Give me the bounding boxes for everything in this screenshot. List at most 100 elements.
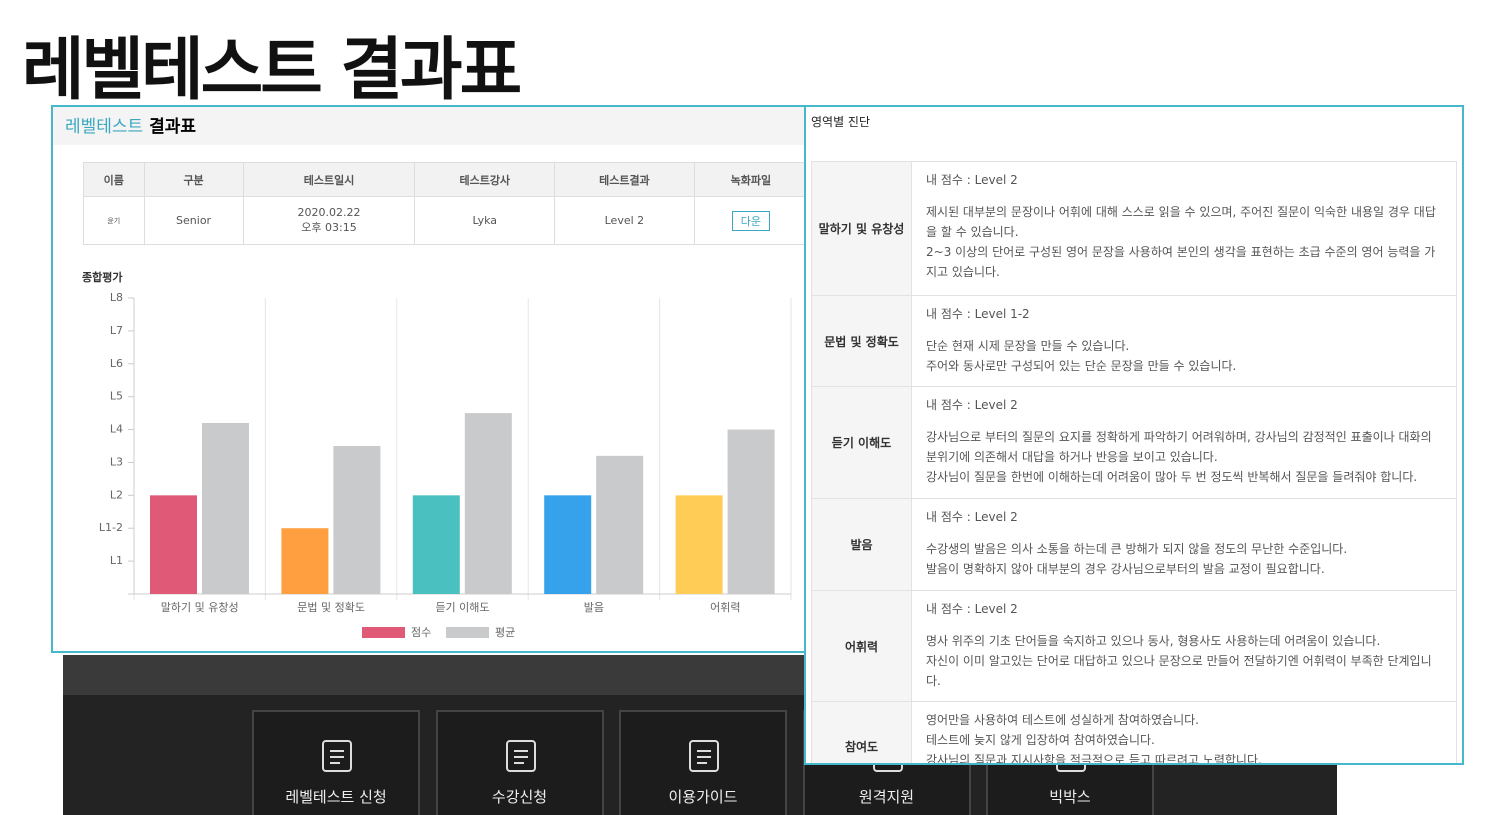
nav-item[interactable]: 레벨테스트 신청 (252, 710, 420, 815)
nav-item[interactable]: 수강신청 (435, 710, 604, 815)
page-title: 레벨테스트 결과표 (22, 31, 522, 110)
diagnosis-line: 명사 위주의 기초 단어들을 숙지하고 있으나 동사, 형용사도 사용하는데 어… (926, 634, 1381, 648)
date: 2020.02.22 (297, 206, 361, 219)
area: 문법 및 정확도 (811, 295, 912, 387)
diagnosis-panel: 영역별 진단 말하기 및 유창성 내 점수 : Level 2 제시된 대부분의 문… (804, 105, 1464, 765)
y-tick-label: L6 (110, 357, 123, 370)
bar (281, 528, 329, 594)
file: 다운 (693, 196, 804, 245)
y-tick-label: L1-2 (99, 521, 123, 534)
diagnosis-title: 영역별 진단 (811, 115, 871, 129)
y-tick-label: L5 (110, 390, 123, 403)
nav-label: 빅박스 (1049, 788, 1091, 806)
y-tick-label: L3 (110, 455, 123, 468)
diagnosis-line: 주어와 동사로만 구성되어 있는 단순 문장을 만들 수 있습니다. (926, 359, 1237, 373)
bar (412, 495, 460, 594)
diagnosis-line: 강사님이 질문을 한번에 이해하는데 어려움이 많아 두 번 정도씩 반복해서 … (926, 470, 1418, 484)
diagnosis-line: 영어만을 사용하여 테스트에 성실하게 참여하였습니다. (926, 713, 1199, 727)
bar (464, 413, 512, 594)
diagnosis-line: 자신이 이미 알고있는 단어로 대답하고 있으나 문장으로 만들어 전달하기엔 … (926, 654, 1432, 688)
area: 말하기 및 유창성 (811, 161, 912, 296)
nav-label: 이용가이드 (668, 788, 738, 806)
nav-icon (689, 740, 719, 772)
nav-icon (322, 740, 352, 772)
legend-swatch (362, 627, 405, 638)
name: 윤기 (83, 196, 145, 245)
diagnosis-row: 어휘력 내 점수 : Level 2 명사 위주의 기초 단어들을 숙지하고 있으나… (811, 590, 1457, 702)
area: 발음 (811, 498, 912, 591)
diagnosis-text: 내 점수 : Level 2 수강생의 발음은 의사 소통을 하는데 큰 방해가 … (911, 498, 1457, 591)
legend-label: 점수 (411, 626, 431, 639)
score: 내 점수 : Level 2 (926, 602, 1018, 616)
diagnosis-line: 2~3 이상의 단어로 구성된 영어 문장을 사용하여 본인의 생각을 표현하는… (926, 245, 1436, 279)
result-panel: 레벨테스트 결과표 이름 구분 테스트일시 테스트강사 테스트결과 녹화파일 윤기 Sen… (51, 105, 804, 653)
diagnosis-text: 내 점수 : Level 2 명사 위주의 기초 단어들을 숙지하고 있으나 동사… (911, 590, 1457, 702)
y-tick-label: L7 (110, 324, 123, 337)
bar (727, 429, 775, 594)
legend-swatch (446, 627, 489, 638)
header-row: 이름 구분 테스트일시 테스트강사 테스트결과 녹화파일 (83, 162, 804, 197)
x-tick-label: 말하기 및 유창성 (161, 600, 239, 614)
time: 오후 03:15 (301, 221, 357, 234)
bar (150, 495, 197, 594)
x-tick-label: 문법 및 정확도 (297, 601, 365, 614)
diagnosis-row: 참여도 영어만을 사용하여 테스트에 성실하게 참여하였습니다. 테스트에 늦지 않… (811, 701, 1457, 765)
diagnosis-text: 내 점수 : Level 2 제시된 대부분의 문장이나 어휘에 대해 스스로 읽… (911, 161, 1457, 296)
info-table: 이름 구분 테스트일시 테스트강사 테스트결과 녹화파일 윤기 Senior 2020.0… (83, 162, 804, 245)
x-tick-label: 듣기 이해도 (435, 600, 489, 614)
y-tick-label: L8 (110, 291, 123, 304)
nav-label: 수강신청 (491, 788, 548, 806)
header-cell: 구분 (143, 162, 244, 197)
score: 내 점수 : Level 2 (926, 510, 1018, 524)
chart: 종합평가 L1 L1-2 L2 L3 L4 L5 L6 L7 L8 말하기 및 유창성 문법 및 정… (82, 270, 792, 639)
score: 내 점수 : Level 2 (926, 398, 1018, 412)
diagnosis-line: 제시된 대부분의 문장이나 어휘에 대해 스스로 읽을 수 있으며, 주어진 질… (926, 205, 1436, 239)
download-button[interactable]: 다운 (731, 210, 770, 231)
bar (675, 495, 723, 594)
diagnosis-row: 말하기 및 유창성 내 점수 : Level 2 제시된 대부분의 문장이나 어휘에… (811, 161, 1457, 296)
area: 참여도 (811, 701, 912, 763)
header-cell: 테스트결과 (554, 162, 695, 197)
header-cell: 녹화파일 (693, 162, 804, 197)
y-tick-label: L4 (110, 423, 123, 436)
title-rest: 결과표 (149, 117, 197, 137)
area: 어휘력 (811, 590, 912, 702)
area: 듣기 이해도 (811, 386, 912, 499)
bar (596, 455, 644, 594)
diagnosis-line: 강사님으로 부터의 질문의 요지를 정확하게 파악하기 어려워하며, 강사님의 … (926, 430, 1432, 464)
diagnosis-text: 내 점수 : Level 2 강사님으로 부터의 질문의 요지를 정확하게 파악하… (911, 386, 1457, 499)
y-tick-label: L1 (110, 554, 123, 567)
header-cell: 테스트강사 (414, 162, 556, 197)
nav-item[interactable]: 이용가이드 (619, 710, 787, 815)
title-accent: 레벨테스트 (65, 117, 144, 137)
level: Senior (143, 196, 244, 245)
diagnosis-row: 문법 및 정확도 내 점수 : Level 1-2 단순 현재 시제 문장을 만들 … (811, 295, 1457, 387)
nav-label: 레벨테스트 신청 (285, 788, 387, 806)
header-cell: 테스트일시 (242, 162, 416, 197)
teacher: Lyka (414, 196, 556, 245)
diagnosis-line: 강사님의 질문과 지시사항을 적극적으로 듣고 따르려고 노력합니다. (926, 753, 1262, 765)
diagnosis-line: 수강생의 발음은 의사 소통을 하는데 큰 방해가 되지 않을 정도의 무난한 … (926, 542, 1348, 556)
score: 내 점수 : Level 2 (926, 173, 1018, 187)
x-tick-label: 어휘력 (710, 601, 740, 614)
result: Level 2 (554, 196, 695, 245)
bar (544, 495, 592, 594)
diagnosis-table: 말하기 및 유창성 내 점수 : Level 2 제시된 대부분의 문장이나 어휘에… (811, 161, 1457, 765)
diagnosis-line: 단순 현재 시제 문장을 만들 수 있습니다. (926, 339, 1130, 353)
diagnosis-line: 테스트에 늦지 않게 입장하여 참여하였습니다. (926, 733, 1155, 747)
diagnosis-text: 내 점수 : Level 1-2 단순 현재 시제 문장을 만들 수 있습니다. 주… (911, 295, 1457, 387)
nav-icon (505, 740, 536, 772)
diagnosis-row: 듣기 이해도 내 점수 : Level 2 강사님으로 부터의 질문의 요지를 정확… (811, 386, 1457, 499)
panel-header: 레벨테스트 결과표 (53, 107, 804, 145)
y-tick-label: L2 (110, 488, 123, 501)
diagnosis-row: 발음 내 점수 : Level 2 수강생의 발음은 의사 소통을 하는데 큰 방해… (811, 498, 1457, 591)
legend-label: 평균 (495, 626, 515, 639)
diagnosis-text: 영어만을 사용하여 테스트에 성실하게 참여하였습니다. 테스트에 늦지 않게 입… (911, 701, 1457, 765)
info-row: 윤기 Senior 2020.02.22 오후 03:15 Lyka Level … (83, 196, 804, 245)
diagnosis-line: 발음이 명확하지 않아 대부분의 경우 강사님으로부터의 발음 교정이 필요합니… (926, 562, 1325, 576)
bar (333, 446, 381, 594)
x-tick-label: 발음 (584, 601, 604, 614)
chart-title: 종합평가 (82, 270, 122, 284)
bar (202, 422, 249, 594)
